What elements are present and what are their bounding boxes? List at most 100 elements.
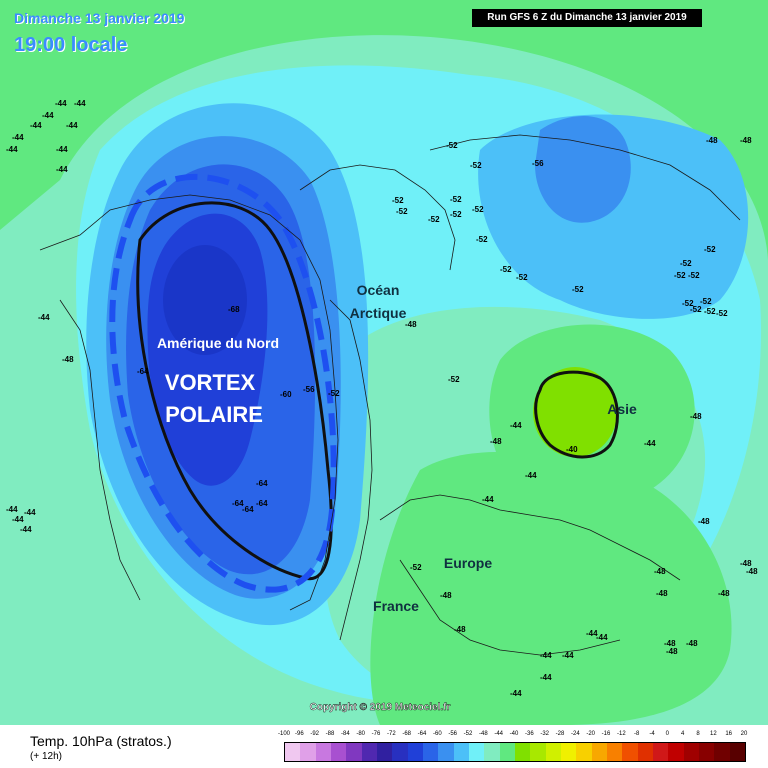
scale-swatch bbox=[714, 743, 730, 761]
scale-label: 4 bbox=[680, 731, 685, 737]
isotherm-value: -44 bbox=[596, 633, 608, 642]
isotherm-value: -52 bbox=[428, 215, 440, 224]
scale-label: -12 bbox=[616, 731, 626, 737]
vortex-outline-dashed bbox=[109, 173, 337, 593]
isotherm-value: -64 bbox=[232, 499, 244, 508]
variable-title: Temp. 10hPa (stratos.) bbox=[30, 733, 172, 749]
scale-label: -100 bbox=[277, 731, 291, 737]
isotherm-value: -44 bbox=[74, 99, 86, 108]
isotherm-value: -44 bbox=[38, 313, 50, 322]
isotherm-value: -52 bbox=[690, 305, 702, 314]
forecast-step: (+ 12h) bbox=[30, 751, 62, 762]
zone-t-minus-52-siberia-core bbox=[535, 116, 631, 223]
label-vortex: VORTEX bbox=[165, 370, 256, 395]
scale-swatch bbox=[315, 743, 331, 761]
scale-label: -16 bbox=[601, 731, 611, 737]
scale-label: -4 bbox=[649, 731, 655, 737]
isotherm-value: -44 bbox=[6, 145, 18, 154]
isotherm-value: -52 bbox=[716, 309, 728, 318]
isotherm-value: -44 bbox=[540, 673, 552, 682]
scale-label: -44 bbox=[494, 731, 503, 737]
isotherm-value: -52 bbox=[674, 271, 686, 280]
zone-t-minus-44-europe bbox=[370, 451, 732, 725]
isotherm-value: -52 bbox=[450, 210, 462, 219]
scale-swatch bbox=[637, 743, 653, 761]
scale-swatch bbox=[407, 743, 423, 761]
scale-swatch bbox=[729, 743, 745, 761]
isotherm-value: -44 bbox=[644, 439, 656, 448]
scale-swatch bbox=[376, 743, 393, 761]
zone-t-minus-68-core bbox=[163, 245, 247, 355]
scale-label: -52 bbox=[463, 731, 473, 737]
isotherm-value: -52 bbox=[450, 195, 462, 204]
isotherm-value: -52 bbox=[700, 297, 712, 306]
isotherm-value: -52 bbox=[410, 563, 422, 572]
isotherm-value: -52 bbox=[472, 205, 484, 214]
scale-label: -20 bbox=[586, 731, 595, 737]
isotherm-value: -60 bbox=[280, 390, 292, 399]
isotherm-value: -52 bbox=[704, 307, 716, 316]
scale-label: -96 bbox=[294, 731, 304, 737]
scale-labels: -100 -96 -92 -88 -84 -80 -76 -72 -68 -64 -60 -56 -52… bbox=[278, 731, 747, 741]
label-asia: Asie bbox=[607, 401, 637, 417]
scale-swatch bbox=[591, 743, 607, 761]
coastlines bbox=[39, 134, 741, 656]
isotherm-value: -56 bbox=[303, 385, 315, 394]
isotherm-value: -52 bbox=[680, 259, 692, 268]
scale-swatch bbox=[330, 743, 347, 761]
isotherm-value: -52 bbox=[516, 273, 528, 282]
scale-swatch bbox=[560, 743, 577, 761]
isotherm-value: -44 bbox=[562, 651, 574, 660]
scale-swatch bbox=[392, 743, 408, 761]
scale-label: -92 bbox=[310, 731, 319, 737]
scale-swatch bbox=[530, 743, 546, 761]
scale-label: 16 bbox=[725, 731, 732, 737]
isotherm-value: -44 bbox=[20, 525, 32, 534]
scale-swatch bbox=[622, 743, 638, 761]
isotherm-value: -48 bbox=[454, 625, 466, 634]
scale-label: 20 bbox=[740, 731, 748, 737]
isotherm-value: -52 bbox=[470, 161, 482, 170]
isotherm-value: -52 bbox=[328, 389, 340, 398]
isotherm-value: -52 bbox=[500, 265, 512, 274]
temperature-map: -44 -44 -44 -44 -44 -44 -44 -44 -44 -44 … bbox=[0, 0, 768, 725]
scale-swatch bbox=[300, 743, 316, 761]
scale-swatch bbox=[468, 743, 485, 761]
isotherm-value: -44 bbox=[56, 165, 68, 174]
isotherm-value: -44 bbox=[12, 133, 24, 142]
scale-label: -28 bbox=[555, 731, 565, 737]
isotherm-value: -48 bbox=[698, 517, 710, 526]
isotherm-value: -48 bbox=[664, 639, 676, 648]
isotherm-value: -44 bbox=[6, 505, 18, 514]
isotherm-value: -48 bbox=[62, 355, 74, 364]
scale-swatch bbox=[683, 743, 699, 761]
isotherm-value: -48 bbox=[490, 437, 502, 446]
scale-swatch bbox=[545, 743, 561, 761]
isotherm-value: -48 bbox=[740, 136, 752, 145]
scale-label: -32 bbox=[540, 731, 549, 737]
scale-swatch bbox=[361, 743, 377, 761]
scale-label: -8 bbox=[633, 731, 640, 737]
label-polaire: POLAIRE bbox=[165, 402, 263, 427]
scale-label: -88 bbox=[325, 731, 335, 737]
scale-label: 12 bbox=[709, 731, 717, 737]
scale-label: -64 bbox=[417, 731, 427, 737]
time-line: 19:00 locale bbox=[14, 34, 128, 56]
isotherm-value: -56 bbox=[532, 159, 544, 168]
label-europe: Europe bbox=[444, 555, 492, 571]
label-arctic-ocean-line1: Océan bbox=[357, 282, 400, 298]
isotherm-value: -40 bbox=[566, 445, 578, 454]
isotherm-value: -44 bbox=[540, 651, 552, 660]
isotherm-value: -48 bbox=[440, 591, 452, 600]
isotherm-value: -48 bbox=[405, 320, 417, 329]
isotherm-value: -64 bbox=[256, 499, 268, 508]
scale-label: -40 bbox=[509, 731, 519, 737]
isotherm-labels: -44 -44 -44 -44 -44 -44 -44 -44 -44 -44 … bbox=[6, 99, 758, 698]
isotherm-value: -44 bbox=[66, 121, 78, 130]
isotherm-value: -44 bbox=[525, 471, 537, 480]
legend-footer: Temp. 10hPa (stratos.) (+ 12h) -100 -96 -9… bbox=[0, 725, 768, 768]
isotherm-value: -44 bbox=[56, 145, 68, 154]
date-line: Dimanche 13 janvier 2019 bbox=[14, 10, 185, 26]
scale-swatch bbox=[499, 743, 515, 761]
isotherm-value: -44 bbox=[24, 508, 36, 517]
